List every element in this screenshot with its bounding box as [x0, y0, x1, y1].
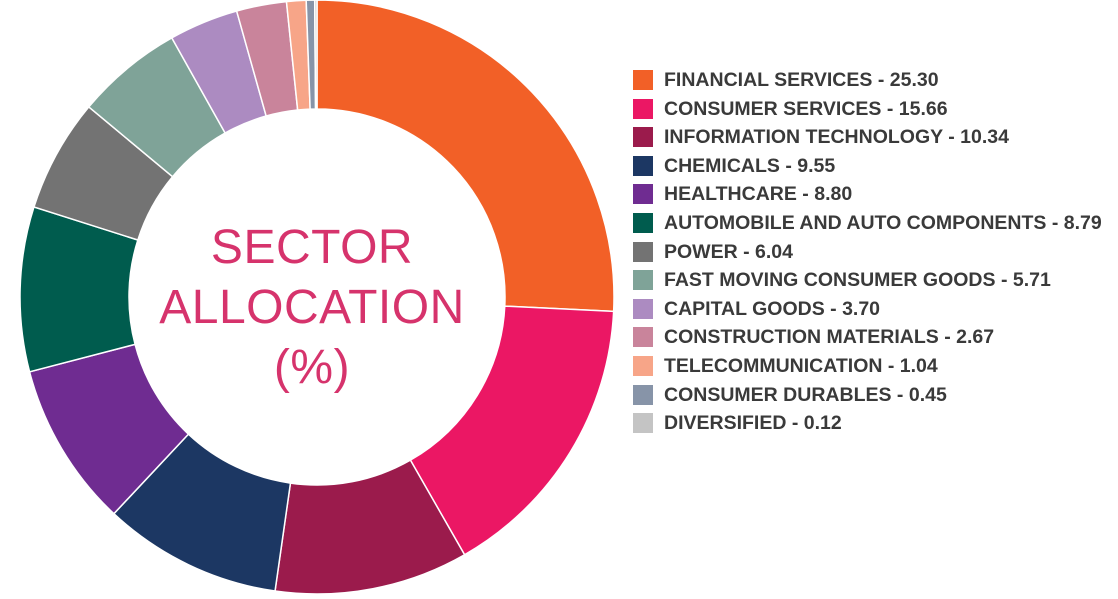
legend-label: TELECOMMUNICATION: [664, 354, 883, 377]
legend-value: 10.34: [960, 126, 1009, 149]
legend-value: 25.30: [889, 69, 939, 91]
legend-label: CONSUMER SERVICES: [664, 97, 882, 120]
legend-separator: -: [891, 383, 909, 406]
legend-label: FAST MOVING CONSUMER GOODS: [664, 269, 996, 292]
legend-value: 8.80: [814, 183, 853, 206]
legend-value: 0.12: [803, 412, 842, 435]
legend-swatch: [633, 355, 653, 376]
legend-label: POWER: [664, 240, 738, 263]
legend-separator: -: [882, 354, 900, 377]
chart-legend: FINANCIAL SERVICES - 25.30 CONSUMER SERVI…: [633, 66, 1113, 438]
legend-label: FINANCIAL SERVICES: [664, 69, 873, 91]
chart-title-line-3: (%): [273, 341, 351, 394]
legend-label: DIVERSIFIED: [664, 412, 787, 435]
legend-value: 8.79: [1063, 211, 1102, 234]
legend-item-construction-materials: CONSTRUCTION MATERIALS - 2.67: [633, 323, 1113, 352]
chart-title-line-1: SECTOR: [210, 221, 414, 274]
pie-slice-diversified: [313, 0, 318, 110]
donut-chart: [19, 0, 615, 595]
legend-label: CHEMICALS: [664, 154, 780, 177]
legend-value: 9.55: [797, 154, 836, 177]
legend-item-chemicals: CHEMICALS - 9.55: [633, 152, 1113, 181]
legend-label: CAPITAL GOODS: [664, 297, 825, 320]
legend-swatch: [633, 270, 653, 291]
legend-swatch: [633, 184, 653, 205]
legend-item-automobile-and-auto-components: AUTOMOBILE AND AUTO COMPONENTS - 8.79: [633, 209, 1113, 238]
legend-separator: -: [824, 297, 843, 320]
pie-slice-financial-services: [316, 0, 615, 313]
legend-item-consumer-services: CONSUMER SERVICES - 15.66: [633, 95, 1113, 124]
legend-label: INFORMATION TECHNOLOGY: [664, 126, 943, 149]
legend-swatch: [633, 241, 653, 262]
legend-swatch: [633, 127, 653, 148]
legend-separator: -: [737, 240, 756, 263]
legend-swatch: [633, 327, 653, 348]
legend-item-power: POWER - 6.04: [633, 238, 1113, 267]
legend-value: 1.04: [899, 354, 938, 377]
legend-separator: -: [938, 326, 957, 349]
legend-label: HEALTHCARE: [664, 183, 797, 206]
legend-item-information-technology: INFORMATION TECHNOLOGY - 10.34: [633, 123, 1113, 152]
legend-item-telecommunication: TELECOMMUNICATION - 1.04: [633, 352, 1113, 381]
legend-item-fast-moving-consumer-goods: FAST MOVING CONSUMER GOODS - 5.71: [633, 266, 1113, 295]
legend-separator: -: [942, 126, 961, 149]
legend-item-financial-services: FINANCIAL SERVICES - 25.30: [633, 66, 1113, 95]
legend-separator: -: [1046, 211, 1064, 234]
legend-swatch: [633, 70, 653, 90]
legend-swatch: [633, 413, 653, 434]
legend-swatch: [633, 298, 653, 319]
legend-separator: -: [881, 97, 899, 120]
legend-separator: -: [872, 69, 890, 91]
legend-swatch: [633, 155, 653, 176]
legend-value: 0.45: [908, 383, 947, 406]
legend-value: 3.70: [842, 297, 881, 320]
legend-label: CONSUMER DURABLES: [664, 383, 892, 406]
chart-title-line-2: ALLOCATION: [159, 281, 465, 334]
legend-swatch: [633, 384, 653, 405]
legend-label: CONSTRUCTION MATERIALS: [664, 326, 939, 349]
legend-value: 5.71: [1012, 269, 1051, 292]
legend-separator: -: [995, 269, 1013, 292]
legend-item-healthcare: HEALTHCARE - 8.80: [633, 180, 1113, 209]
legend-value: 15.66: [898, 97, 948, 120]
legend-value: 2.67: [956, 326, 995, 349]
legend-item-consumer-durables: CONSUMER DURABLES - 0.45: [633, 381, 1113, 410]
legend-item-diversified: DIVERSIFIED - 0.12: [633, 409, 1113, 438]
legend-item-capital-goods: CAPITAL GOODS - 3.70: [633, 295, 1113, 324]
legend-separator: -: [779, 154, 798, 177]
legend-swatch: [633, 212, 653, 233]
legend-swatch: [633, 98, 653, 119]
legend-value: 6.04: [755, 240, 793, 263]
legend-separator: -: [786, 412, 804, 435]
legend-separator: -: [796, 183, 815, 206]
legend-label: AUTOMOBILE AND AUTO COMPONENTS: [664, 211, 1047, 234]
